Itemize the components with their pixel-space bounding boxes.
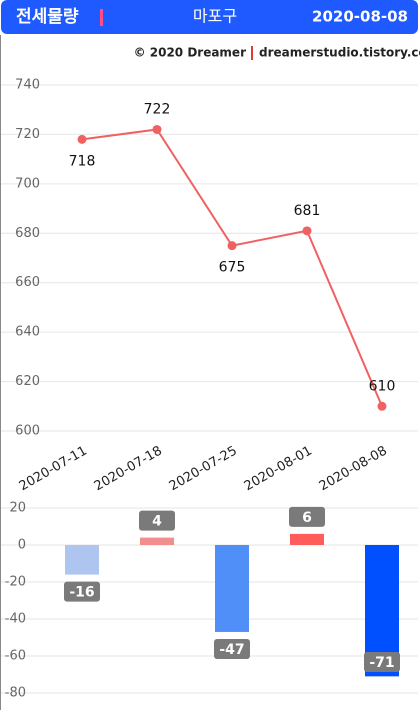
bar (290, 533, 324, 545)
x-tick-label: 2020-07-25 (167, 444, 240, 495)
data-label-box (214, 638, 250, 659)
credit-copyright: © 2020 Dreamer (134, 46, 247, 60)
y-tick-label: 640 (15, 325, 40, 340)
y-tick-label: 720 (15, 127, 40, 142)
header-date: 2020-08-08 (312, 8, 408, 26)
data-label: -47 (219, 642, 244, 658)
data-label: 718 (69, 153, 96, 169)
header-region: 마포구 (193, 7, 237, 26)
data-label: 4 (152, 514, 162, 530)
header-separator (100, 9, 103, 26)
y-tick-label: 20 (9, 501, 26, 516)
y-tick-label: 680 (15, 226, 40, 241)
data-label: -71 (369, 655, 394, 671)
y-tick-label: 740 (15, 78, 40, 93)
bar (140, 537, 174, 545)
y-tick-label: -80 (5, 686, 26, 701)
header-bar (1, 0, 418, 34)
x-tick-label: 2020-08-08 (317, 444, 390, 495)
data-label: 6 (302, 510, 312, 526)
point (377, 401, 387, 411)
bar (215, 545, 249, 632)
y-tick-label: -20 (5, 575, 26, 590)
point (152, 124, 162, 134)
y-tick-label: 600 (15, 424, 40, 439)
data-label-box (64, 581, 100, 602)
point (302, 226, 312, 236)
data-label: 681 (294, 203, 321, 219)
y-tick-label: 660 (15, 275, 40, 290)
y-tick-label: 700 (15, 176, 40, 191)
data-label: 722 (144, 101, 171, 117)
y-tick-label: -60 (5, 649, 26, 664)
x-tick-label: 2020-07-18 (92, 444, 165, 495)
x-tick-label: 2020-07-11 (17, 444, 90, 495)
data-label-box (364, 652, 400, 672)
y-tick-label: 620 (15, 374, 40, 389)
data-label-box (289, 506, 325, 527)
data-label: 610 (369, 378, 396, 394)
header-title: 전세물량 (16, 7, 79, 27)
credit-separator (251, 46, 253, 60)
credit-site: dreamerstudio.tistory.com (259, 46, 420, 60)
y-tick-label: -40 (5, 612, 26, 627)
data-label: -16 (69, 585, 94, 601)
data-label: 675 (219, 260, 246, 276)
y-tick-label: 0 (18, 538, 26, 553)
point (77, 134, 87, 144)
x-tick-label: 2020-08-01 (242, 444, 315, 495)
data-label-box (139, 510, 175, 531)
point (227, 241, 237, 251)
bar (65, 545, 99, 575)
